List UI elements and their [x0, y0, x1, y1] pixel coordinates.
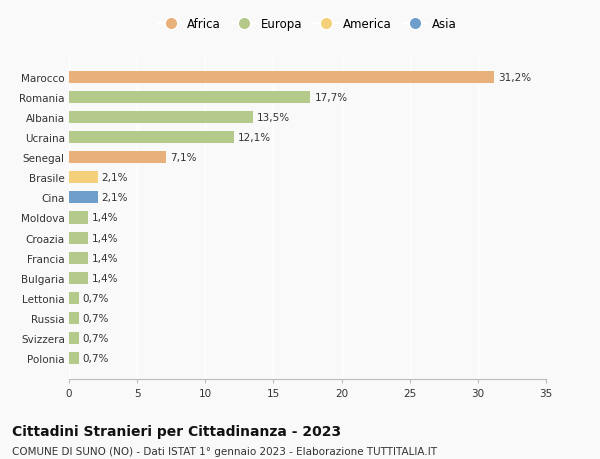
Text: 17,7%: 17,7%: [314, 93, 347, 103]
Bar: [69, 232, 88, 244]
Bar: [69, 332, 79, 344]
Text: COMUNE DI SUNO (NO) - Dati ISTAT 1° gennaio 2023 - Elaborazione TUTTITALIA.IT: COMUNE DI SUNO (NO) - Dati ISTAT 1° genn…: [12, 446, 437, 456]
Text: 13,5%: 13,5%: [257, 113, 290, 123]
Text: 1,4%: 1,4%: [92, 213, 119, 223]
Legend: Africa, Europa, America, Asia: Africa, Europa, America, Asia: [159, 18, 456, 31]
Text: 1,4%: 1,4%: [92, 233, 119, 243]
Text: Cittadini Stranieri per Cittadinanza - 2023: Cittadini Stranieri per Cittadinanza - 2…: [12, 425, 341, 438]
Bar: [69, 72, 494, 84]
Text: 2,1%: 2,1%: [102, 173, 128, 183]
Text: 7,1%: 7,1%: [170, 153, 196, 163]
Text: 1,4%: 1,4%: [92, 273, 119, 283]
Bar: [69, 192, 98, 204]
Text: 0,7%: 0,7%: [83, 353, 109, 363]
Bar: [69, 152, 166, 164]
Text: 0,7%: 0,7%: [83, 293, 109, 303]
Text: 2,1%: 2,1%: [102, 193, 128, 203]
Text: 0,7%: 0,7%: [83, 313, 109, 323]
Bar: [69, 252, 88, 264]
Bar: [69, 312, 79, 324]
Bar: [69, 352, 79, 364]
Bar: [69, 92, 310, 104]
Bar: [69, 292, 79, 304]
Bar: [69, 272, 88, 284]
Bar: [69, 212, 88, 224]
Text: 12,1%: 12,1%: [238, 133, 271, 143]
Text: 1,4%: 1,4%: [92, 253, 119, 263]
Bar: [69, 112, 253, 124]
Bar: [69, 172, 98, 184]
Bar: [69, 132, 234, 144]
Text: 31,2%: 31,2%: [499, 73, 532, 83]
Text: 0,7%: 0,7%: [83, 333, 109, 343]
